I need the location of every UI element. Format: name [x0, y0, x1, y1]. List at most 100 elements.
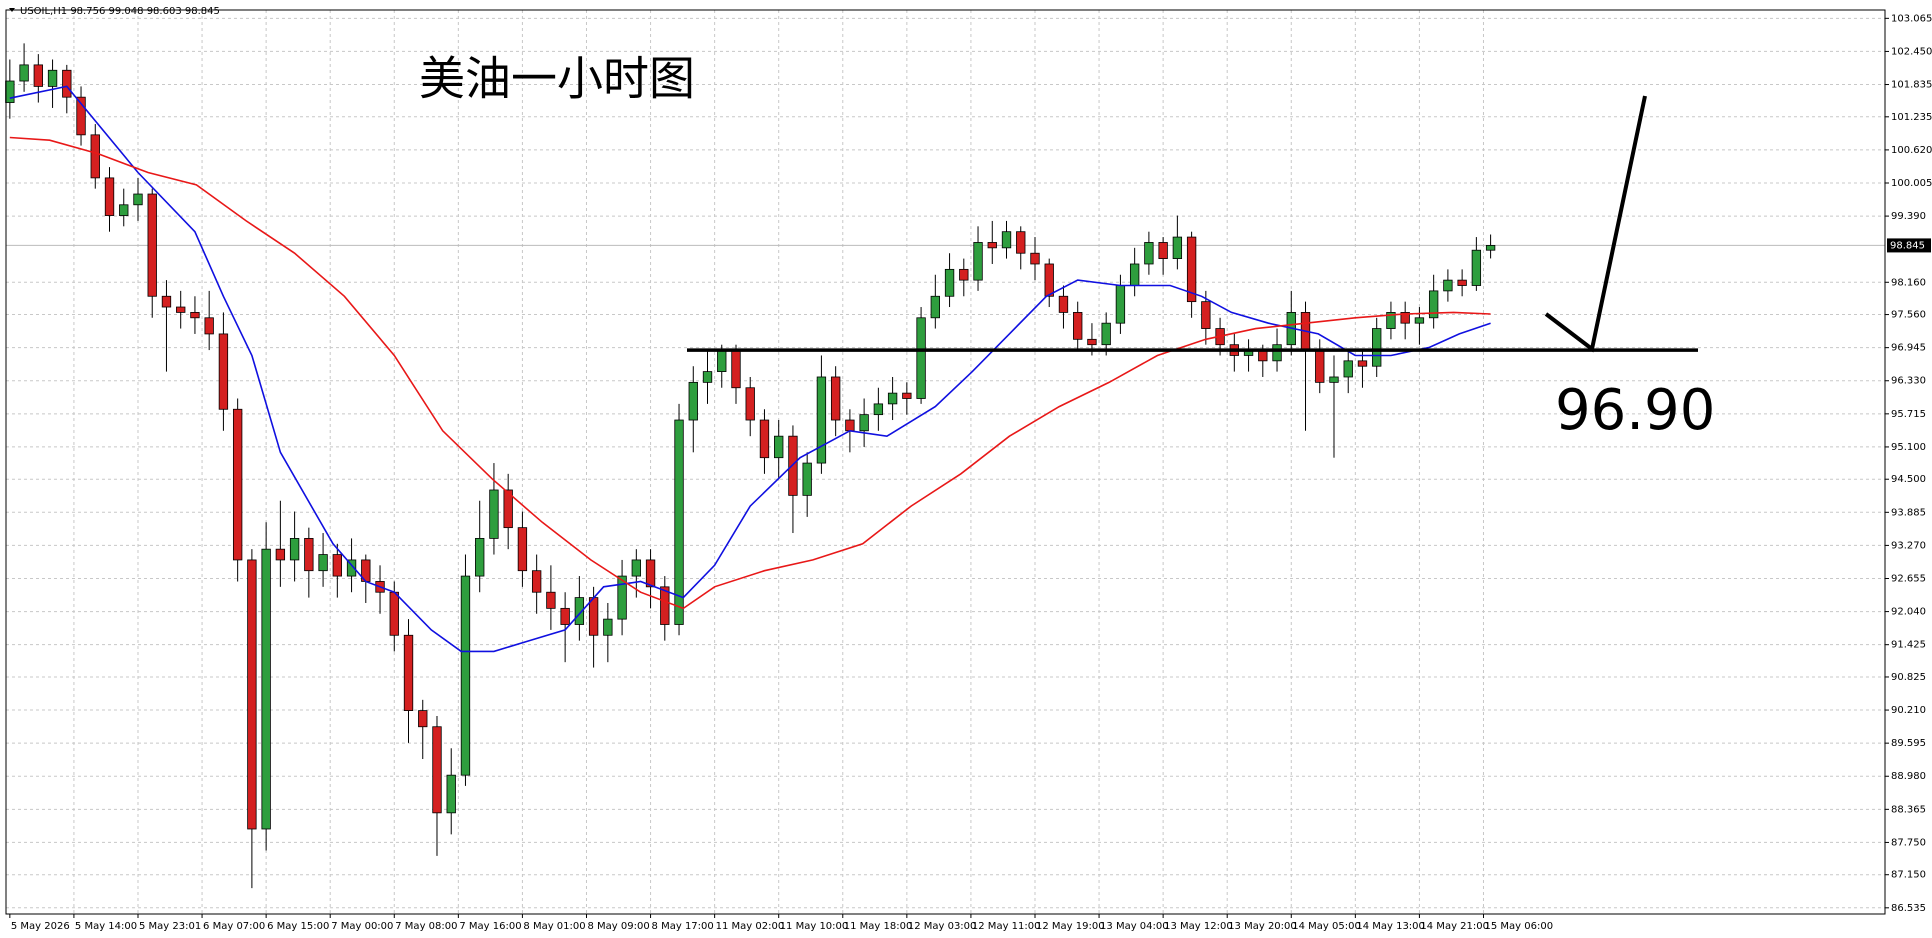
candle-body	[446, 774, 456, 814]
check-arrow	[1544, 95, 1647, 353]
candle-body	[574, 597, 585, 625]
candle-body	[588, 597, 599, 636]
y-tick-label: 87.150	[1891, 870, 1926, 881]
price-marker-label: 98.845	[1890, 240, 1925, 251]
y-tick-label: 86.535	[1891, 903, 1926, 914]
candle-body	[603, 618, 613, 636]
candle-body	[332, 554, 342, 577]
candle-body	[1172, 236, 1183, 259]
candle-body	[845, 419, 855, 432]
candle-body	[859, 414, 869, 432]
y-tick-label: 93.885	[1891, 507, 1926, 518]
y-tick-label: 92.040	[1891, 607, 1926, 618]
y-tick-label: 88.365	[1891, 804, 1926, 815]
axes: 103.065 102.450 101.835 101.235 100.620 100.0…	[5, 9, 1932, 932]
low: 98.603	[147, 6, 182, 17]
candle-body	[1329, 376, 1339, 383]
x-tick-label: 14 May 05:00	[1292, 921, 1361, 932]
candle-body	[346, 559, 357, 577]
y-tick-label: 101.235	[1891, 112, 1932, 123]
candle-body	[546, 591, 556, 609]
x-tick-label: 8 May 01:00	[523, 921, 585, 932]
x-tick-label: 6 May 15:00	[267, 921, 329, 932]
candle-body	[702, 371, 713, 383]
candle-body	[531, 570, 542, 593]
candle-body	[1386, 312, 1396, 329]
x-tick-label: 8 May 09:00	[587, 921, 649, 932]
candle-body	[33, 64, 43, 87]
x-tick-label: 14 May 13:00	[1356, 921, 1425, 932]
open: 98.756	[70, 6, 105, 17]
candle-body	[517, 527, 528, 572]
candle-body	[261, 548, 271, 830]
candle-body	[759, 419, 770, 459]
y-tick-label: 90.210	[1891, 705, 1926, 716]
candle-body	[987, 242, 997, 249]
x-tick-label: 12 May 19:00	[1036, 921, 1105, 932]
x-tick-label: 13 May 12:00	[1164, 921, 1233, 932]
y-tick-label: 97.560	[1891, 310, 1926, 321]
menu-triangle[interactable]	[9, 8, 15, 12]
candle-body	[1201, 301, 1211, 329]
candle-body	[1101, 322, 1111, 346]
candle-body	[645, 559, 656, 588]
y-tick-label: 103.065	[1891, 13, 1932, 24]
x-tick-label: 5 May 14:00	[75, 921, 137, 932]
y-tick-label: 102.450	[1891, 46, 1932, 57]
candle-body	[1272, 344, 1282, 362]
high: 99.048	[109, 6, 144, 17]
y-tick-label: 93.270	[1891, 540, 1926, 551]
y-tick-label: 100.005	[1891, 178, 1932, 189]
candle-body	[1186, 236, 1197, 303]
candle-body	[318, 554, 328, 572]
candle-body	[503, 489, 513, 529]
candle-body	[631, 559, 641, 577]
candle-body	[475, 538, 485, 577]
symbol: USOIL,H1	[20, 6, 67, 17]
candle-body	[1485, 245, 1496, 251]
candle-body	[489, 489, 499, 539]
candle-body	[1471, 249, 1482, 286]
candle-body	[5, 80, 15, 103]
candle-body	[1073, 312, 1083, 340]
candle-body	[873, 403, 884, 416]
candle-body	[1115, 285, 1126, 324]
candle-body	[1016, 231, 1026, 254]
candle-body	[816, 376, 827, 464]
y-tick-label: 100.620	[1891, 145, 1932, 156]
header: USOIL,H1 98.756 99.048 98.603 98.845	[20, 6, 220, 17]
moving-average	[9, 136, 1491, 610]
candle-body	[289, 538, 300, 561]
candle-body	[560, 607, 570, 625]
candle-body	[1144, 242, 1154, 265]
candle-body	[119, 204, 129, 216]
candle-body	[1343, 360, 1353, 378]
y-tick-label: 94.500	[1891, 474, 1926, 485]
x-tick-label: 5 May 23:01	[139, 921, 201, 932]
y-tick-label: 96.330	[1891, 376, 1926, 387]
level-label: 96.90	[1555, 378, 1715, 443]
candle-body	[1158, 242, 1168, 259]
plot	[5, 43, 1698, 889]
x-tick-label: 13 May 04:00	[1100, 921, 1169, 932]
x-tick-label: 6 May 07:00	[203, 921, 265, 932]
moving-average	[9, 85, 1491, 653]
y-tick-label: 101.835	[1891, 80, 1932, 91]
y-tick-label: 91.425	[1891, 640, 1926, 651]
candle-body	[161, 295, 172, 308]
x-tick-label: 11 May 10:00	[780, 921, 849, 932]
candle-body	[1400, 312, 1410, 324]
x-tick-label: 7 May 00:00	[331, 921, 393, 932]
candle-body	[418, 710, 428, 728]
candle-body	[460, 575, 471, 776]
close: 98.845	[185, 6, 220, 17]
x-tick-label: 7 May 08:00	[395, 921, 457, 932]
x-tick-label: 14 May 21:00	[1420, 921, 1489, 932]
candle-body	[1087, 338, 1097, 346]
y-tick-label: 90.825	[1891, 672, 1926, 683]
x-tick-label: 5 May 2026	[11, 921, 70, 932]
x-tick-label: 11 May 02:00	[716, 921, 785, 932]
candle-body	[944, 268, 955, 297]
x-tick-label: 15 May 06:00	[1484, 921, 1553, 932]
